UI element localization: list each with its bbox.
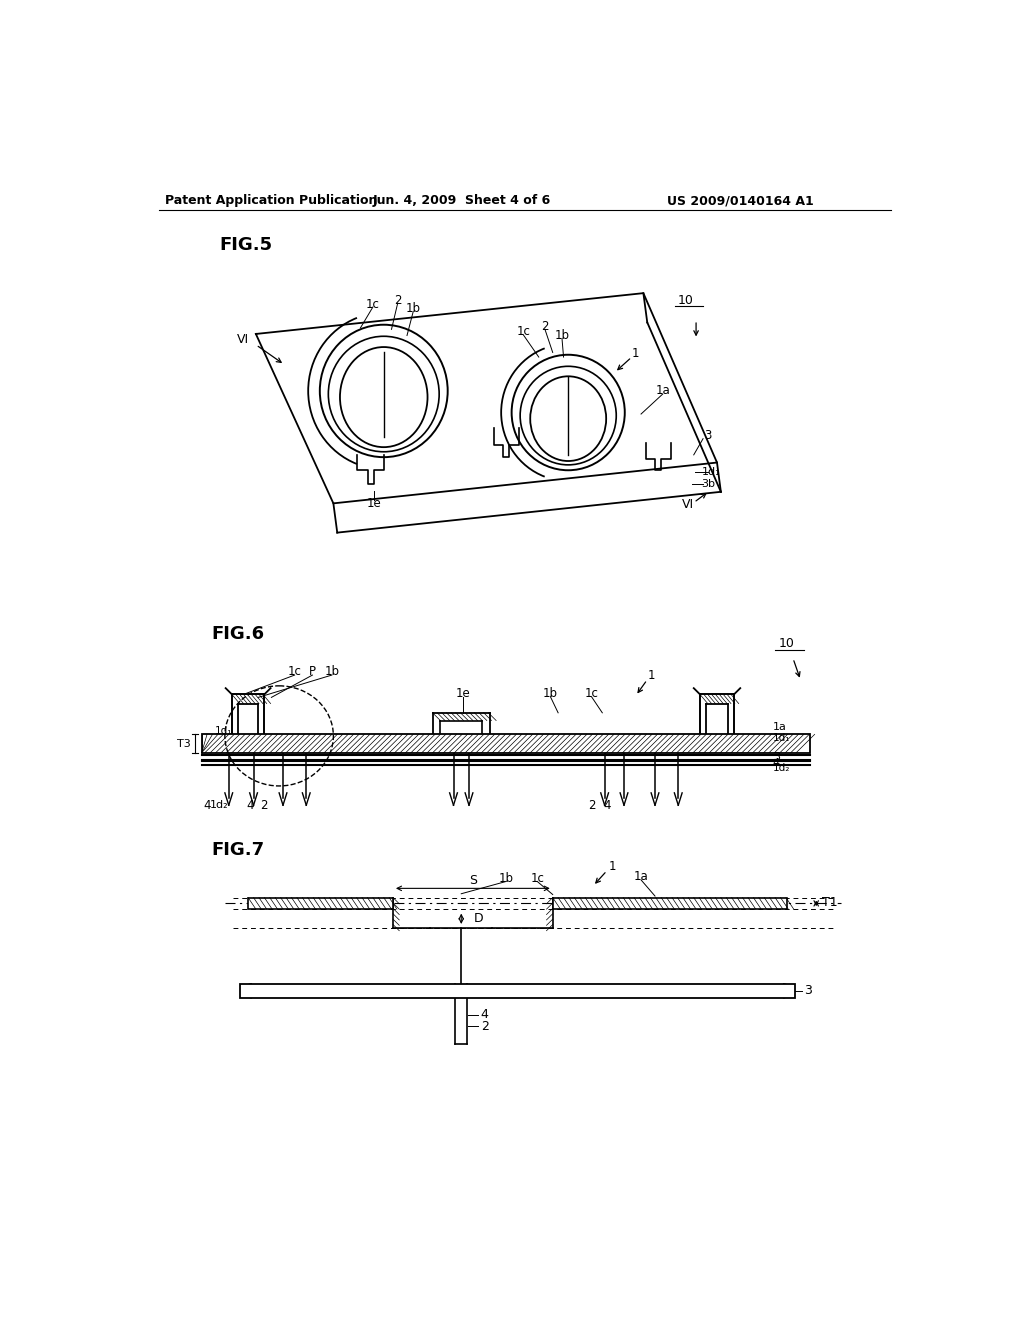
Bar	[241, 983, 795, 998]
Text: 1d₂: 1d₂	[773, 763, 791, 774]
Text: VI: VI	[682, 499, 693, 511]
Text: Jun. 4, 2009  Sheet 4 of 6: Jun. 4, 2009 Sheet 4 of 6	[372, 194, 550, 207]
Text: 2: 2	[542, 319, 549, 333]
Text: 4: 4	[773, 758, 780, 768]
Bar	[248, 898, 393, 909]
Text: T1: T1	[822, 896, 838, 909]
Text: 10: 10	[678, 293, 694, 306]
Text: 1c: 1c	[516, 325, 530, 338]
Text: 1b: 1b	[543, 686, 558, 700]
Text: 1c: 1c	[530, 871, 544, 884]
Text: 2: 2	[588, 799, 595, 812]
Text: D: D	[473, 912, 483, 925]
Text: 4: 4	[204, 799, 211, 812]
Text: 1a: 1a	[655, 384, 670, 397]
Text: 1d₁: 1d₁	[701, 467, 720, 477]
Text: VI: VI	[237, 333, 249, 346]
Text: 2: 2	[260, 799, 267, 812]
Text: 3: 3	[705, 429, 712, 442]
Text: 3b: 3b	[700, 479, 715, 490]
Text: 1e: 1e	[367, 496, 382, 510]
Text: 3: 3	[773, 752, 780, 763]
Text: FIG.7: FIG.7	[212, 841, 265, 859]
Text: 1d₂: 1d₂	[210, 800, 228, 810]
Text: Patent Application Publication: Patent Application Publication	[165, 194, 378, 207]
Text: T3: T3	[177, 739, 190, 748]
Text: 1: 1	[632, 347, 639, 360]
Text: FIG.6: FIG.6	[212, 626, 265, 643]
Text: 1b: 1b	[325, 665, 339, 678]
Text: 3: 3	[805, 985, 812, 998]
Text: 1c: 1c	[288, 665, 301, 678]
Text: S: S	[469, 874, 477, 887]
Text: FIG.5: FIG.5	[219, 236, 272, 255]
Text: 4: 4	[603, 799, 610, 812]
Bar	[202, 734, 810, 752]
Text: 1a: 1a	[773, 722, 786, 731]
Text: 1b: 1b	[406, 302, 421, 315]
Bar	[553, 898, 786, 909]
Text: 1d₁: 1d₁	[215, 726, 232, 737]
Text: 10: 10	[779, 638, 795, 649]
Text: 1c: 1c	[585, 686, 598, 700]
Text: 1: 1	[608, 861, 616, 874]
Text: 1d₁: 1d₁	[773, 733, 791, 743]
Text: 1b: 1b	[499, 871, 514, 884]
Text: P: P	[309, 665, 316, 678]
Text: 4: 4	[247, 799, 254, 812]
Text: 1e: 1e	[456, 686, 470, 700]
Text: 1c: 1c	[366, 298, 380, 312]
Text: 1a: 1a	[634, 870, 648, 883]
Text: 2: 2	[480, 1019, 488, 1032]
Text: 1: 1	[648, 669, 655, 682]
Text: US 2009/0140164 A1: US 2009/0140164 A1	[667, 194, 814, 207]
Text: 4: 4	[480, 1008, 488, 1022]
Text: 2: 2	[394, 293, 401, 306]
Text: 1b: 1b	[555, 329, 569, 342]
